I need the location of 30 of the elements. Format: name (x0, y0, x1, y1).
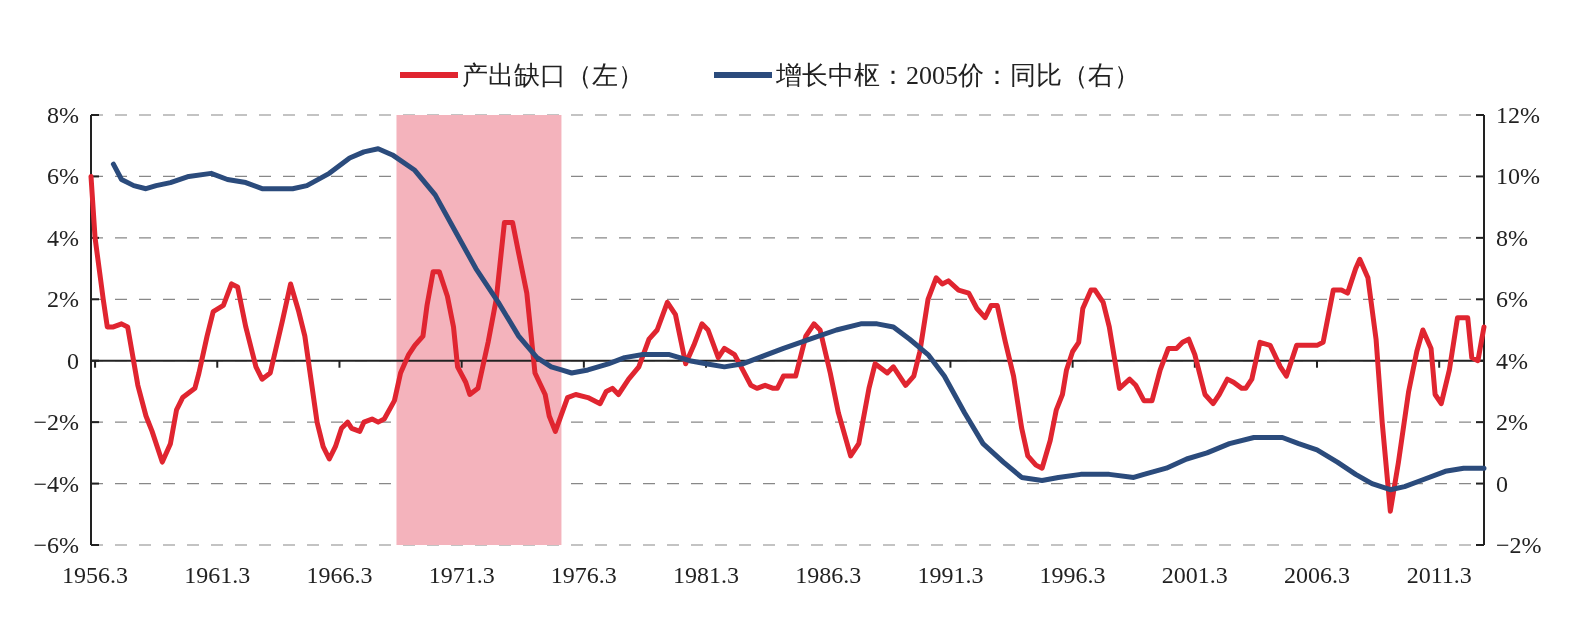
y2-tick-label: 4% (1496, 347, 1528, 374)
x-tick-label: 1991.3 (917, 562, 984, 588)
y2-tick-label: −2% (1496, 532, 1542, 558)
y-tick-label: 0 (67, 347, 79, 374)
x-tick-label: 1961.3 (184, 562, 251, 588)
y2-tick-label: 6% (1496, 286, 1528, 313)
y-tick-label: 2% (47, 286, 79, 313)
y-tick-label: −2% (33, 409, 79, 436)
x-tick-label: 1986.3 (795, 562, 862, 588)
y-tick-label: −6% (33, 532, 79, 558)
y-tick-label: 8% (47, 102, 79, 128)
x-tick-label: 1981.3 (673, 562, 740, 588)
y2-tick-label: 10% (1496, 163, 1540, 190)
legend-label: 产出缺口（左） (462, 61, 644, 90)
y2-tick-label: 8% (1496, 224, 1528, 251)
x-tick-label: 1976.3 (550, 562, 617, 588)
y-tick-label: 4% (47, 224, 79, 251)
x-tick-label: 1966.3 (306, 562, 373, 588)
x-tick-label: 1996.3 (1039, 562, 1106, 588)
y2-tick-label: 2% (1496, 409, 1528, 436)
y-tick-label: −4% (33, 470, 79, 497)
x-tick-label: 1971.3 (428, 562, 495, 588)
y2-tick-label: 12% (1496, 102, 1540, 128)
y-tick-label: 6% (47, 163, 79, 190)
legend-label: 增长中枢：2005价：同比（右） (775, 61, 1140, 90)
x-tick-label: 2006.3 (1284, 562, 1350, 588)
x-tick-label: 2001.3 (1161, 562, 1228, 588)
x-tick-label: 2011.3 (1406, 562, 1472, 588)
x-tick-label: 1956.3 (62, 562, 129, 588)
y2-tick-label: 0 (1496, 470, 1508, 497)
